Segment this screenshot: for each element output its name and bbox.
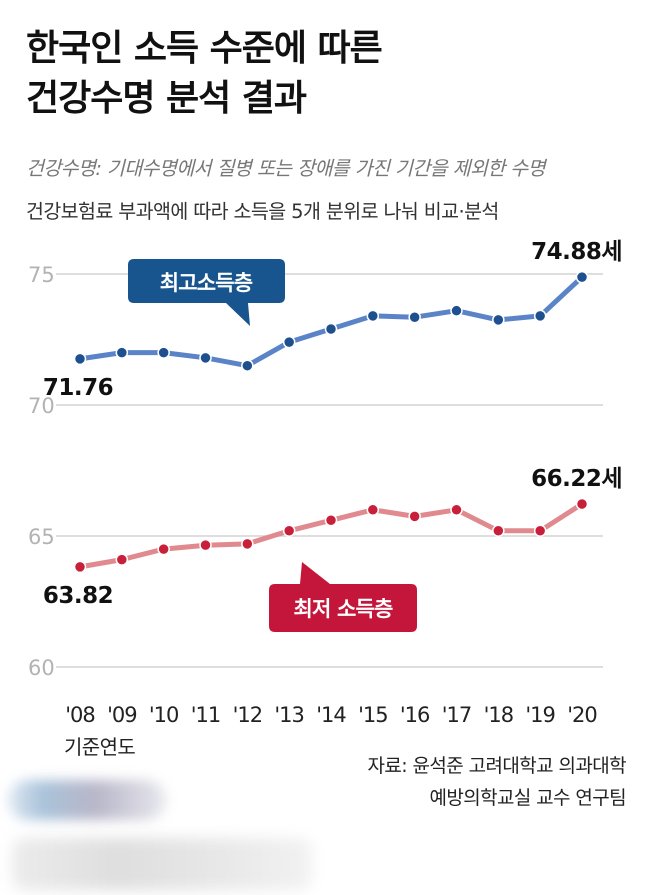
data-point <box>492 313 505 327</box>
data-point <box>575 497 589 511</box>
blurred-logo <box>8 780 166 820</box>
title-line-2: 건강수명 분석 결과 <box>26 78 307 119</box>
data-point <box>157 542 170 556</box>
end-value-label: 66.22세 <box>531 466 622 492</box>
data-point <box>408 510 421 523</box>
x-tick-label: '16 <box>400 703 430 727</box>
start-value-label: 71.76 <box>43 375 113 401</box>
callout-bubble-top <box>128 259 285 326</box>
source-line-2: 예방의학교실 교수 연구팀 <box>429 787 626 809</box>
chart-title: 한국인 소득 수준에 따른 건강수명 분석 결과 <box>26 24 626 124</box>
y-tick-label-60: 60 <box>28 656 55 680</box>
x-tick-label: '10 <box>149 703 179 727</box>
y-tick-label-70: 70 <box>28 394 55 418</box>
x-tick-label: '14 <box>316 703 346 727</box>
data-point <box>324 514 338 527</box>
x-tick-label: '20 <box>567 703 597 727</box>
data-point <box>115 346 129 359</box>
data-point <box>533 309 547 323</box>
series-name-label: 최저 소득층 <box>293 597 393 621</box>
data-point <box>324 322 338 336</box>
series-name-label: 최고소득층 <box>160 271 253 295</box>
data-point <box>366 309 380 323</box>
end-value-label: 74.88세 <box>531 239 622 265</box>
data-point <box>157 346 170 359</box>
data-point <box>282 524 296 538</box>
x-tick-label: '15 <box>358 703 388 727</box>
x-tick-label: '09 <box>107 703 137 727</box>
y-tick-label-75: 75 <box>28 263 55 287</box>
data-point <box>450 304 463 317</box>
data-point <box>533 524 547 538</box>
data-point <box>492 524 505 538</box>
blurred-footer <box>12 838 312 890</box>
data-point <box>450 503 463 517</box>
x-tick-label: '18 <box>484 703 514 727</box>
source-note: 자료: 윤석준 고려대학교 의과대학 예방의학교실 교수 연구팀 <box>367 750 627 814</box>
x-axis-label: 기준연도 <box>64 735 135 759</box>
callout-bubble-bottom <box>269 562 417 632</box>
data-point <box>241 359 254 372</box>
subtitle-definition: 건강수명: 기대수명에서 질병 또는 장애를 가진 기간을 제외한 수명 <box>26 157 546 180</box>
title-line-1: 한국인 소득 수준에 따른 <box>26 28 383 69</box>
subtitle-method: 건강보험료 부과액에 따라 소득을 5개 분위로 나눠 비교·분석 <box>26 200 499 223</box>
data-point <box>366 503 380 517</box>
x-tick-label: '11 <box>191 703 221 727</box>
data-point <box>73 560 87 574</box>
x-tick-label: '17 <box>442 703 472 727</box>
x-tick-label: '13 <box>274 703 304 727</box>
x-tick-label: '19 <box>525 703 555 727</box>
data-point <box>282 335 296 349</box>
data-point <box>73 352 87 366</box>
data-point <box>199 538 212 552</box>
x-tick-label: '08 <box>65 703 95 727</box>
x-tick-label: '12 <box>233 703 263 727</box>
start-value-label: 63.82 <box>43 583 113 609</box>
data-point <box>115 553 129 566</box>
source-line-1: 자료: 윤석준 고려대학교 의과대학 <box>367 755 627 777</box>
data-point <box>241 537 254 551</box>
data-point <box>199 351 212 365</box>
data-point <box>575 270 589 284</box>
y-tick-label-65: 65 <box>28 525 55 549</box>
data-point <box>408 310 421 324</box>
